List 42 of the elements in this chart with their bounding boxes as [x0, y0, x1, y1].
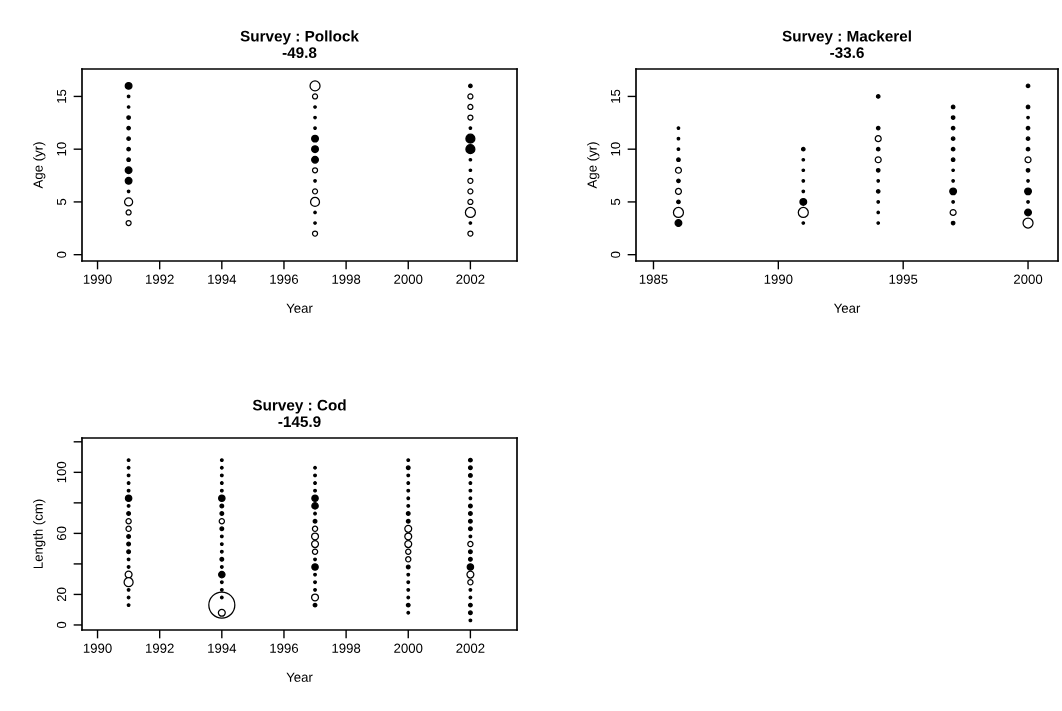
- x-tick-label: 1996: [270, 643, 299, 653]
- y-tick-label: 0: [56, 621, 67, 629]
- x-tick-label: 1990: [83, 643, 112, 653]
- x-tick-label: 1992: [146, 643, 174, 653]
- x-tick-label: 1996: [270, 274, 299, 284]
- y-tick-label: 15: [56, 89, 67, 103]
- y-tick-label: 5: [610, 198, 621, 206]
- x-tick-label: 2002: [456, 643, 485, 653]
- chart-subtitle: -145.9: [278, 416, 321, 428]
- y-tick-label: 0: [610, 251, 621, 258]
- chart-subtitle: -33.6: [830, 47, 864, 59]
- x-tick-label: 2000: [394, 643, 423, 653]
- y-tick-label: 15: [610, 89, 621, 103]
- y-tick-label: 10: [610, 142, 621, 156]
- x-tick-label: 1990: [764, 274, 793, 284]
- chart-title: Survey : Cod: [252, 399, 346, 414]
- y-tick-label: 60: [56, 526, 67, 541]
- x-tick-label: 1990: [83, 274, 112, 284]
- y-axis-title: Age (yr): [33, 142, 46, 189]
- chart-subtitle: -49.8: [282, 47, 317, 59]
- x-axis-title: Year: [286, 672, 313, 682]
- x-axis-title: Year: [286, 303, 313, 313]
- x-tick-label: 1995: [889, 274, 918, 284]
- y-tick-label: 5: [56, 198, 67, 206]
- y-tick-label: 20: [56, 587, 67, 602]
- y-axis-title: Length (cm): [33, 499, 46, 569]
- x-tick-label: 1992: [146, 274, 174, 284]
- y-axis-title: Age (yr): [587, 142, 600, 189]
- x-tick-label: 1994: [208, 274, 237, 284]
- chart-title: Survey : Mackerel: [782, 30, 911, 45]
- y-tick-label: 100: [56, 461, 67, 483]
- x-tick-label: 1994: [208, 643, 237, 653]
- y-tick-label: 10: [56, 142, 67, 156]
- x-tick-label: 1985: [639, 274, 668, 284]
- y-tick-label: 0: [56, 251, 67, 258]
- x-tick-label: 1998: [332, 274, 361, 284]
- x-tick-label: 2000: [394, 274, 423, 284]
- x-tick-label: 2002: [456, 274, 485, 284]
- x-tick-label: 1998: [332, 643, 361, 653]
- x-axis-title: Year: [833, 303, 861, 313]
- x-tick-label: 2000: [1014, 274, 1043, 284]
- chart-title: Survey : Pollock: [240, 30, 359, 45]
